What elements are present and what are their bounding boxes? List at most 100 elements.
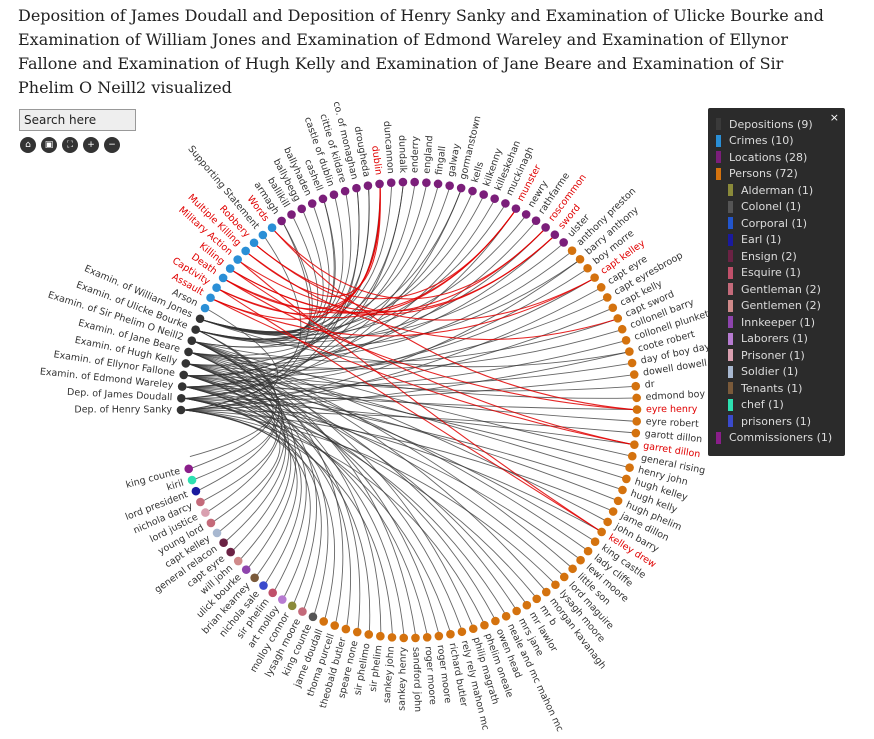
node-dot[interactable] [512, 606, 521, 616]
legend-close-button[interactable]: × [829, 111, 839, 124]
node-dot[interactable] [341, 624, 351, 634]
node-dot[interactable] [501, 611, 511, 621]
zoom-in-button[interactable]: + [83, 137, 99, 153]
node-dot[interactable] [176, 405, 186, 415]
node-dot[interactable] [491, 616, 500, 626]
node-dot[interactable] [195, 314, 205, 324]
node-label[interactable]: Dep. of James Doudall [67, 387, 173, 403]
node-dot[interactable] [352, 183, 361, 193]
node-label[interactable]: edmond boy [645, 389, 705, 403]
image-button[interactable]: ▣ [41, 137, 57, 153]
node-dot[interactable] [206, 518, 216, 528]
node-dot[interactable] [501, 199, 510, 208]
node-dot[interactable] [613, 314, 623, 323]
node-dot[interactable] [445, 181, 454, 190]
zoom-out-button[interactable]: − [104, 137, 120, 153]
home-button[interactable]: ⌂ [20, 137, 36, 153]
node-dot[interactable] [219, 538, 228, 548]
node-dot[interactable] [386, 178, 396, 187]
node-dot[interactable] [559, 572, 569, 582]
node-label[interactable]: fingall [434, 145, 449, 175]
node-dot[interactable] [226, 547, 235, 557]
node-dot[interactable] [511, 204, 521, 213]
node-dot[interactable] [627, 451, 637, 461]
legend-item[interactable]: Esquire (1) [716, 265, 845, 282]
node-dot[interactable] [318, 194, 328, 204]
node-label[interactable]: eyre henry [646, 404, 698, 415]
legend-item[interactable]: Innkeeper (1) [716, 314, 845, 331]
node-dot[interactable] [287, 601, 297, 611]
node-dot[interactable] [550, 230, 560, 240]
legend-item[interactable]: Alderman (1) [716, 182, 845, 199]
node-dot[interactable] [602, 293, 612, 302]
node-dot[interactable] [608, 303, 618, 313]
legend-item[interactable]: Corporal (1) [716, 215, 845, 232]
node-dot[interactable] [583, 546, 593, 556]
node-dot[interactable] [622, 474, 631, 484]
node-dot[interactable] [249, 238, 259, 248]
node-dot[interactable] [319, 617, 329, 626]
node-dot[interactable] [541, 223, 550, 232]
node-dot[interactable] [233, 556, 243, 566]
legend-item[interactable]: Gentleman (2) [716, 281, 845, 298]
legend-item[interactable]: Gentlemen (2) [716, 298, 845, 315]
node-dot[interactable] [259, 581, 268, 590]
node-dot[interactable] [631, 381, 641, 391]
node-dot[interactable] [596, 283, 606, 292]
node-dot[interactable] [422, 178, 431, 187]
node-dot[interactable] [632, 405, 642, 414]
node-dot[interactable] [468, 624, 478, 634]
node-label[interactable]: roger moore [422, 646, 438, 706]
node-dot[interactable] [567, 246, 577, 255]
node-dot[interactable] [576, 555, 585, 565]
legend-item[interactable]: Prisoner (1) [716, 347, 845, 364]
node-dot[interactable] [631, 428, 641, 438]
node-dot[interactable] [551, 580, 560, 590]
node-label[interactable]: sandford john [410, 647, 423, 713]
node-dot[interactable] [411, 633, 420, 643]
node-dot[interactable] [608, 507, 618, 516]
node-dot[interactable] [177, 382, 187, 391]
legend-item[interactable]: Depositions (9) [716, 116, 845, 133]
node-dot[interactable] [375, 179, 384, 189]
node-dot[interactable] [521, 210, 531, 219]
legend-item[interactable]: Earl (1) [716, 232, 845, 249]
legend-item[interactable]: Commissioners (1) [716, 430, 845, 447]
node-dot[interactable] [277, 216, 286, 226]
node-dot[interactable] [177, 393, 186, 403]
node-dot[interactable] [187, 336, 197, 345]
node-dot[interactable] [583, 263, 592, 273]
node-label[interactable]: dundalk [396, 135, 408, 174]
node-dot[interactable] [541, 587, 551, 597]
node-dot[interactable] [376, 631, 385, 641]
node-label[interactable]: Dep. of Henry Sanky [74, 405, 172, 416]
legend-item[interactable]: Crimes (10) [716, 133, 845, 150]
node-dot[interactable] [200, 303, 210, 313]
node-label[interactable]: enderry [409, 136, 421, 174]
legend-item[interactable]: prisoners (1) [716, 413, 845, 430]
node-dot[interactable] [479, 190, 488, 199]
node-dot[interactable] [330, 621, 340, 630]
legend-item[interactable]: Colonel (1) [716, 199, 845, 216]
node-dot[interactable] [277, 595, 287, 604]
node-dot[interactable] [468, 186, 477, 196]
node-dot[interactable] [456, 183, 466, 193]
legend-item[interactable]: Soldier (1) [716, 364, 845, 381]
node-dot[interactable] [630, 440, 639, 449]
node-dot[interactable] [212, 283, 221, 292]
node-dot[interactable] [191, 325, 200, 334]
node-dot[interactable] [627, 358, 637, 368]
fullscreen-button[interactable]: ⛶ [62, 137, 78, 153]
node-dot[interactable] [298, 607, 307, 616]
node-dot[interactable] [297, 204, 307, 214]
node-label[interactable]: eyre robert [645, 416, 699, 430]
node-dot[interactable] [363, 181, 373, 191]
node-dot[interactable] [434, 631, 444, 641]
node-dot[interactable] [590, 537, 600, 547]
node-label[interactable]: dublin [369, 145, 384, 176]
node-dot[interactable] [387, 633, 397, 642]
node-dot[interactable] [559, 238, 568, 247]
node-label[interactable]: sankey john [382, 646, 397, 704]
node-dot[interactable] [522, 600, 532, 610]
legend-item[interactable]: Locations (28) [716, 149, 845, 166]
